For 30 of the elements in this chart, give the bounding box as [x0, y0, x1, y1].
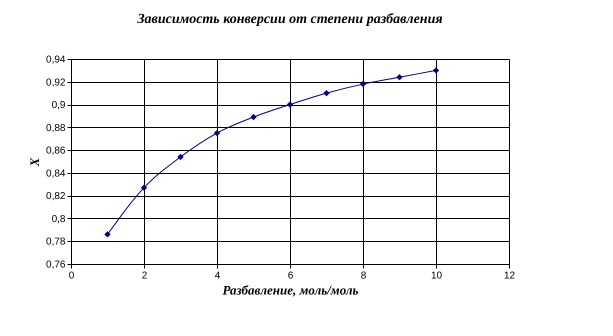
point: [323, 90, 330, 96]
point: [286, 101, 294, 108]
point: [360, 80, 366, 88]
point: [214, 130, 220, 136]
x-tick-label: 8: [360, 270, 367, 282]
x-tick-label: 0: [68, 270, 75, 282]
point: [250, 114, 257, 120]
x-tick-label: 2: [142, 270, 148, 282]
x-axis-title: Разбавление, моль/моль: [222, 282, 359, 298]
x-tick-label: 6: [288, 270, 294, 282]
y-tick-label: 0,76: [46, 260, 66, 270]
y-tick-label: 0,84: [46, 168, 66, 180]
y-tick-label: 0,78: [46, 236, 66, 248]
chart-title: Зависимость конверсии от степени разбавления: [136, 12, 443, 27]
y-tick-label: 0,82: [46, 191, 66, 202]
point: [104, 231, 111, 238]
y-tick-label: 0,9: [52, 100, 66, 112]
point: [140, 184, 148, 191]
y-tick-label: 0,92: [46, 77, 66, 88]
x-tick-label: 12: [504, 270, 516, 282]
x-tick-label: 10: [430, 270, 442, 282]
point: [396, 74, 403, 80]
y-tick-label: 0,94: [46, 54, 66, 66]
y-tick-label: 0,86: [46, 146, 66, 157]
y-tick-label: 0,8: [52, 214, 66, 225]
x-tick-label: 4: [214, 270, 221, 282]
y-axis-title: X: [27, 157, 42, 168]
y-tick-label: 0,88: [46, 122, 66, 134]
point: [177, 154, 184, 160]
point: [432, 67, 440, 74]
